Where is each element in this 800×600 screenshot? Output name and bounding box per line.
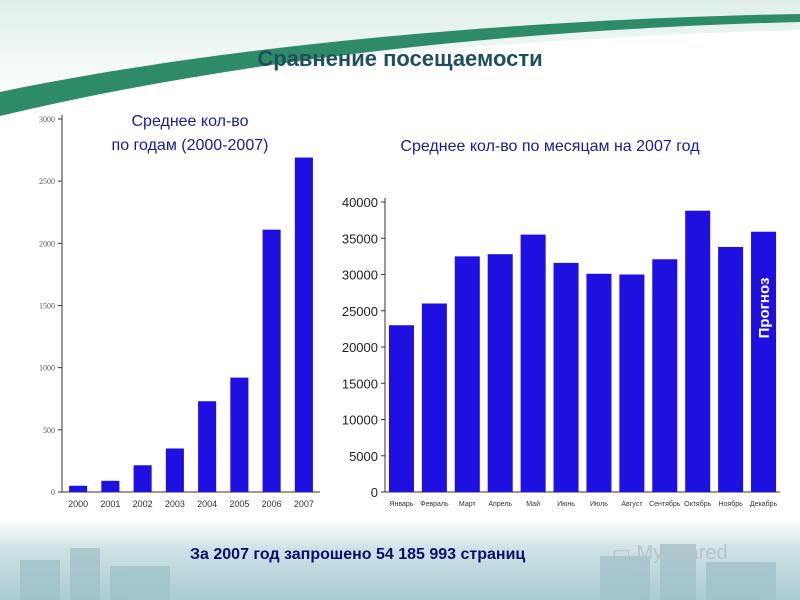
chart2-title: Среднее кол-во по месяцам на 2007 год xyxy=(400,138,700,155)
bar-1-7 xyxy=(619,274,645,492)
y-tick-label: 40000 xyxy=(342,195,378,210)
bar-1-9 xyxy=(685,210,711,492)
chart1-title: Среднее кол-во по годам (2000-2007) xyxy=(70,110,310,158)
watermark: ▭ MyShared xyxy=(612,540,728,565)
bar-1-2 xyxy=(454,256,480,492)
monitor-icon: ▭ xyxy=(612,542,631,564)
bar-1-1 xyxy=(421,303,447,492)
x-tick-label: 2000 xyxy=(68,499,88,509)
yearly-bar-chart: 0 500 1000 1500 2000 2500 3000 2000 2001 2002 2003… xyxy=(39,115,320,509)
x-tick-label: Июль xyxy=(590,501,608,508)
forecast-annotation: Прогноз xyxy=(756,278,773,339)
x-tick-label: Декабрь xyxy=(750,500,778,508)
city-silhouette xyxy=(20,544,776,600)
bar-1-10 xyxy=(718,246,744,492)
bar-1-4 xyxy=(520,234,546,492)
x-tick-label: Сентябрь xyxy=(649,500,681,508)
y-tick-label: 1500 xyxy=(39,302,55,311)
bar-1-8 xyxy=(652,259,678,492)
x-tick-label: Май xyxy=(526,500,540,508)
watermark-text: MyShared xyxy=(636,542,728,564)
y-tick-label: 30000 xyxy=(342,268,378,283)
bar-0-6 xyxy=(262,229,281,492)
x-tick-label: Март xyxy=(459,501,477,508)
x-tick-label: 2005 xyxy=(229,499,249,509)
monthly-bar-chart: 0 5000 10000 15000 20000 25000 30000 35000 40000… xyxy=(342,195,780,508)
y-tick-label: 3000 xyxy=(39,115,55,124)
x-tick-label: Январь xyxy=(389,501,413,508)
y-tick-label: 500 xyxy=(43,426,55,435)
y-tick-label: 35000 xyxy=(342,231,378,246)
bar-1-5 xyxy=(553,262,579,492)
bar-0-3 xyxy=(165,448,184,492)
y-tick-label: 0 xyxy=(51,488,55,497)
x-tick-label: Ноябрь xyxy=(718,500,743,508)
x-tick-label: 2003 xyxy=(165,499,185,509)
bar-0-1 xyxy=(101,480,120,492)
bar-1-11 xyxy=(751,231,777,492)
x-tick-label: Июнь xyxy=(557,501,575,508)
y-tick-label: 0 xyxy=(371,485,378,500)
bar-0-2 xyxy=(133,465,152,492)
x-tick-label: 2004 xyxy=(197,499,217,509)
y-tick-label: 15000 xyxy=(342,376,378,391)
bar-0-7 xyxy=(294,157,313,492)
bar-1-6 xyxy=(586,273,612,492)
y-tick-label: 2000 xyxy=(39,239,55,248)
bar-1-3 xyxy=(487,254,513,492)
y-tick-label: 25000 xyxy=(342,304,378,319)
bar-1-0 xyxy=(388,325,414,492)
chart1-title-line2: по годам (2000-2007) xyxy=(111,137,269,154)
y-tick-label: 20000 xyxy=(342,340,378,355)
bar-0-0 xyxy=(69,485,88,492)
x-tick-label: Апрель xyxy=(488,501,512,508)
x-tick-label: 2007 xyxy=(294,499,314,509)
x-tick-label: Август xyxy=(621,501,643,508)
y-tick-label: 10000 xyxy=(342,413,378,428)
x-tick-label: Февраль xyxy=(420,501,449,508)
x-tick-label: 2006 xyxy=(262,499,282,509)
page-title: Сравнение посещаемости xyxy=(257,46,543,71)
chart1-title-line1: Среднее кол-во xyxy=(131,113,249,130)
top-green-swoosh xyxy=(0,14,800,116)
x-tick-label: 2002 xyxy=(133,499,153,509)
footer-caption: За 2007 год запрошено 54 185 993 страниц xyxy=(190,546,526,563)
y-tick-label: 5000 xyxy=(349,449,378,464)
bar-0-4 xyxy=(198,401,217,492)
y-tick-label: 1000 xyxy=(39,364,55,373)
y-tick-label: 2500 xyxy=(39,177,55,186)
x-tick-label: Октябрь xyxy=(684,500,711,508)
bar-0-5 xyxy=(230,377,249,492)
x-tick-label: 2001 xyxy=(100,499,120,509)
